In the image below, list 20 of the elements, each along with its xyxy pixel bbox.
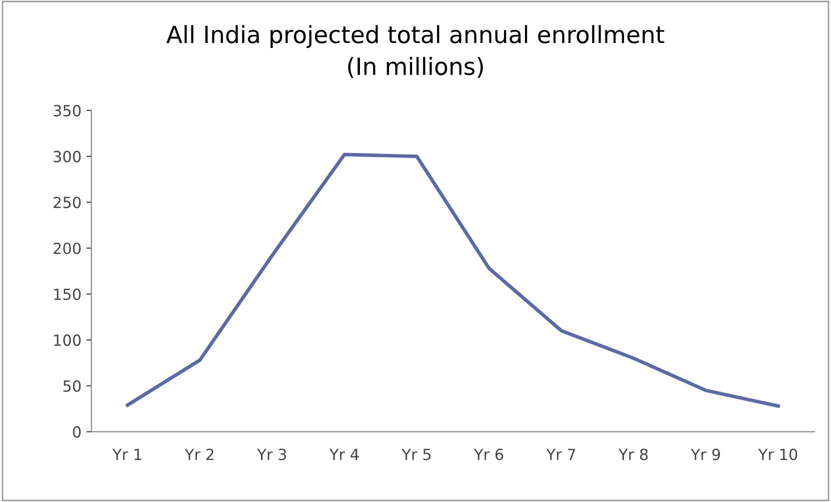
x-tick-label: Yr 5 (402, 448, 431, 460)
x-tick-label: Yr 7 (546, 448, 576, 460)
line-series (126, 152, 780, 408)
x-tick-label: Yr 6 (474, 448, 504, 460)
chart-title: All India projected total annual enrollment (In millions) (166, 25, 664, 78)
x-tick-label: Yr 1 (112, 448, 142, 460)
x-tick-label: Yr 10 (758, 448, 798, 460)
y-tick-label: 50 (63, 380, 81, 392)
y-tick-label: 200 (54, 242, 81, 254)
x-tick-label: Yr 4 (329, 448, 359, 460)
x-tick-label: Yr 2 (184, 448, 214, 460)
y-tick-label: 350 (54, 104, 81, 116)
x-tick-label: Yr 9 (690, 448, 720, 460)
x-tick-label: Yr 3 (257, 448, 286, 460)
y-tick-label: 150 (54, 288, 81, 300)
y-tick-label: 300 (54, 150, 81, 162)
y-tick-label: 0 (72, 426, 81, 438)
y-tick-label: 100 (54, 334, 81, 346)
y-tick-label: 250 (54, 196, 81, 208)
x-tick-label: Yr 8 (618, 448, 648, 460)
